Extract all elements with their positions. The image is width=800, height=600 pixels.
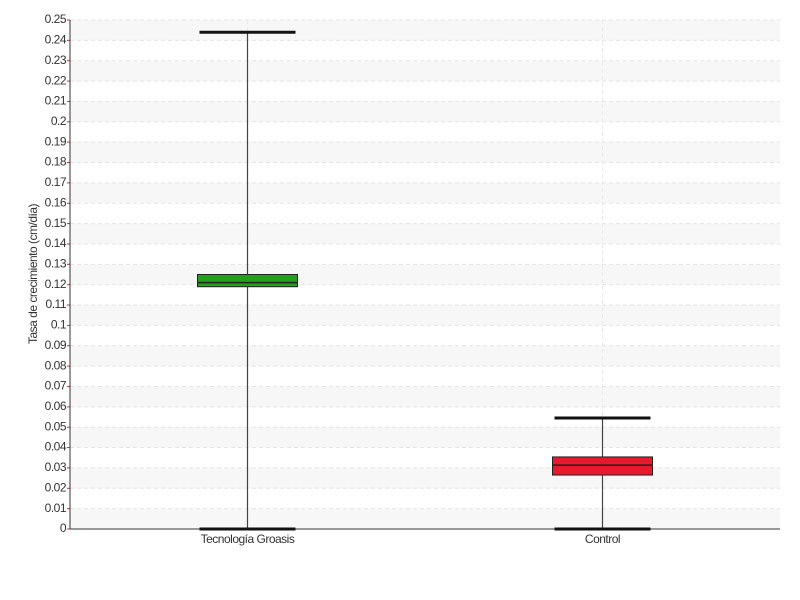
y-tick-label: 0.13 <box>45 256 67 270</box>
grid-band <box>70 223 780 244</box>
y-tick-label: 0.17 <box>45 175 67 189</box>
y-tick-label: 0.21 <box>45 94 67 108</box>
grid-band <box>70 20 780 41</box>
y-tick-label: 0.06 <box>45 399 67 413</box>
y-tick-label: 0.07 <box>45 379 67 393</box>
grid-band <box>70 305 780 326</box>
grid-band <box>70 345 780 367</box>
y-tick-label: 0.11 <box>46 297 67 311</box>
grid-band <box>70 101 780 122</box>
y-tick-label: 0.2 <box>51 114 67 128</box>
grid-band <box>70 427 780 448</box>
grid-band <box>70 264 780 285</box>
y-tick-label: 0.01 <box>45 501 67 515</box>
y-tick-label: 0 <box>60 521 67 535</box>
y-tick-label: 0.1 <box>51 318 67 332</box>
y-tick-label: 0.03 <box>45 460 67 474</box>
x-tick-label: Tecnología Groasis <box>201 532 295 546</box>
box <box>197 274 298 288</box>
y-tick-label: 0.22 <box>45 73 67 87</box>
grid-band <box>70 142 780 163</box>
y-tick-label: 0.02 <box>45 480 67 494</box>
y-tick-label: 0.12 <box>45 277 67 291</box>
y-tick-label: 0.09 <box>45 338 67 352</box>
y-tick-label: 0.19 <box>45 134 67 148</box>
y-tick-label: 0.05 <box>45 419 67 433</box>
y-tick-label: 0.14 <box>45 236 67 250</box>
grid-band <box>70 508 780 529</box>
y-axis-label: Tasa de crecimiento (cm/día) <box>26 203 40 344</box>
grid-band <box>70 386 780 407</box>
grid-band <box>70 467 780 489</box>
y-tick-label: 0.24 <box>45 33 67 47</box>
y-tick-label: 0.18 <box>45 155 67 169</box>
y-tick-label: 0.25 <box>45 12 67 26</box>
x-tick-label: Control <box>585 532 620 546</box>
grid-band <box>70 60 780 82</box>
y-tick-label: 0.08 <box>45 358 67 372</box>
box <box>552 456 653 476</box>
y-tick-label: 0.16 <box>45 195 67 209</box>
y-tick-label: 0.15 <box>45 216 67 230</box>
grid-band <box>70 182 780 204</box>
y-tick-label: 0.04 <box>45 440 67 454</box>
y-tick-label: 0.23 <box>45 53 67 67</box>
